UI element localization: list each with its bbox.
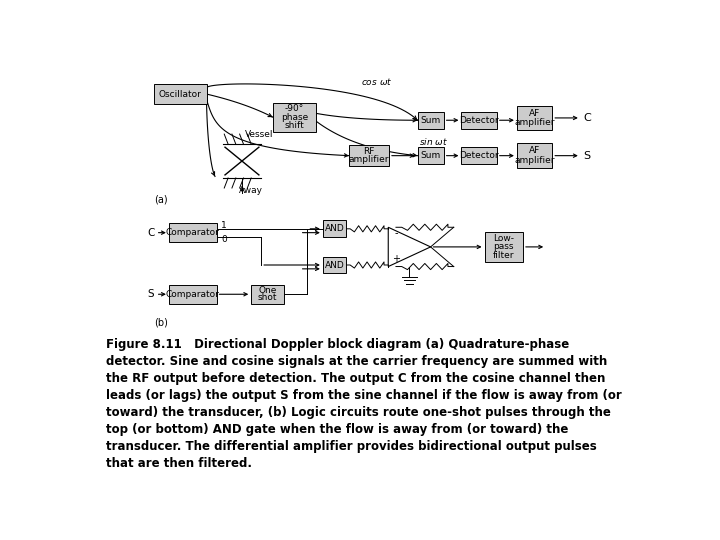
Text: pass: pass — [493, 242, 514, 252]
FancyBboxPatch shape — [517, 143, 552, 168]
Text: AF: AF — [529, 146, 540, 155]
Text: detector. Sine and cosine signals at the carrier frequency are summed with: detector. Sine and cosine signals at the… — [106, 355, 607, 368]
FancyBboxPatch shape — [418, 112, 444, 129]
Text: Sum: Sum — [420, 116, 441, 125]
FancyBboxPatch shape — [517, 106, 552, 130]
Text: AF: AF — [529, 109, 540, 118]
Text: sin $\omega t$: sin $\omega t$ — [419, 136, 448, 147]
FancyBboxPatch shape — [323, 256, 346, 273]
FancyBboxPatch shape — [323, 220, 346, 237]
Text: +: + — [392, 254, 400, 264]
Text: top (or bottom) AND gate when the flow is away from (or toward) the: top (or bottom) AND gate when the flow i… — [106, 423, 568, 436]
Text: Low-: Low- — [493, 234, 514, 243]
Text: RF: RF — [364, 147, 374, 156]
Text: Oscillator: Oscillator — [159, 90, 202, 99]
FancyBboxPatch shape — [462, 147, 497, 164]
Text: Detector: Detector — [459, 151, 499, 160]
Text: (a): (a) — [154, 194, 168, 205]
Text: 1: 1 — [221, 221, 227, 230]
Text: -90°: -90° — [284, 104, 304, 113]
Text: shot: shot — [258, 293, 277, 302]
Text: Figure 8.11   Directional Doppler block diagram (a) Quadrature-phase: Figure 8.11 Directional Doppler block di… — [106, 338, 569, 351]
Text: 0: 0 — [221, 235, 227, 244]
FancyBboxPatch shape — [462, 112, 497, 129]
Text: -: - — [395, 228, 397, 238]
Text: leads (or lags) the output S from the sine channel if the flow is away from (or: leads (or lags) the output S from the si… — [106, 389, 621, 402]
Text: toward) the transducer, (b) Logic circuits route one-shot pulses through the: toward) the transducer, (b) Logic circui… — [106, 406, 611, 419]
Text: Comparator: Comparator — [166, 290, 220, 299]
Text: amplifier: amplifier — [514, 156, 555, 165]
Text: transducer. The differential amplifier provides bidirectional output pulses: transducer. The differential amplifier p… — [106, 440, 596, 453]
Text: Vessel: Vessel — [246, 130, 274, 139]
Text: One: One — [258, 286, 276, 295]
Text: C: C — [583, 113, 591, 123]
Text: S: S — [148, 289, 154, 299]
FancyBboxPatch shape — [418, 147, 444, 164]
Text: AND: AND — [325, 224, 344, 233]
FancyBboxPatch shape — [349, 145, 389, 166]
Text: the RF output before detection. The output C from the cosine channel then: the RF output before detection. The outp… — [106, 372, 605, 385]
FancyBboxPatch shape — [154, 84, 207, 104]
Text: (b): (b) — [154, 318, 168, 328]
FancyBboxPatch shape — [273, 103, 316, 132]
FancyBboxPatch shape — [251, 285, 284, 303]
Text: that are then filtered.: that are then filtered. — [106, 457, 252, 470]
Text: phase: phase — [281, 113, 308, 122]
Text: AND: AND — [325, 260, 344, 269]
Text: Away: Away — [239, 186, 264, 195]
Text: cos $\omega t$: cos $\omega t$ — [361, 76, 392, 87]
Text: S: S — [583, 151, 590, 161]
Text: amplifier: amplifier — [514, 118, 555, 127]
FancyBboxPatch shape — [168, 285, 217, 303]
Text: Sum: Sum — [420, 151, 441, 160]
Text: Comparator: Comparator — [166, 228, 220, 237]
FancyBboxPatch shape — [168, 224, 217, 242]
FancyBboxPatch shape — [485, 232, 523, 261]
Text: shift: shift — [284, 121, 304, 130]
Text: Detector: Detector — [459, 116, 499, 125]
Text: filter: filter — [493, 251, 515, 260]
Text: C: C — [148, 228, 155, 238]
Text: amplifier: amplifier — [348, 156, 390, 165]
